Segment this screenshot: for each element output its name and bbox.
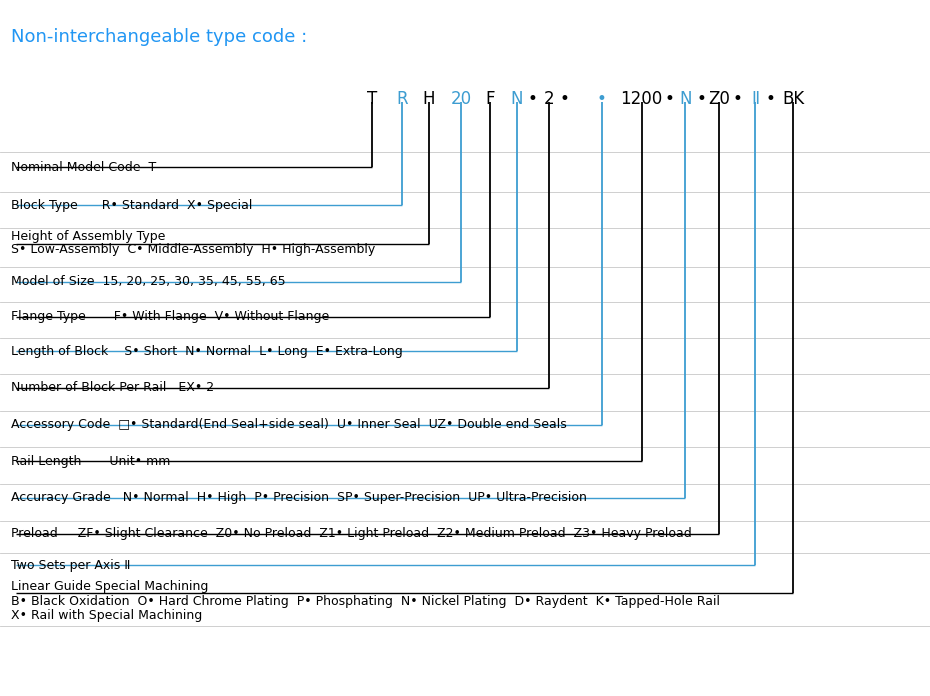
Text: Accuracy Grade   N• Normal  H• High  P• Precision  SP• Super-Precision  UP• Ultr: Accuracy Grade N• Normal H• High P• Prec… [11, 491, 587, 504]
Text: •: • [560, 90, 569, 108]
Text: 2: 2 [543, 90, 554, 108]
Text: Accessory Code  □• Standard(End Seal+side seal)  U• Inner Seal  UZ• Double end S: Accessory Code □• Standard(End Seal+side… [11, 418, 567, 431]
Text: •: • [697, 90, 706, 108]
Text: B• Black Oxidation  O• Hard Chrome Plating  P• Phosphating  N• Nickel Plating  D: B• Black Oxidation O• Hard Chrome Platin… [11, 595, 720, 608]
Text: Rail Length       Unit• mm: Rail Length Unit• mm [11, 455, 170, 468]
Text: F: F [485, 90, 495, 108]
Text: Model of Size  15, 20, 25, 30, 35, 45, 55, 65: Model of Size 15, 20, 25, 30, 35, 45, 55… [11, 276, 286, 288]
Text: T: T [366, 90, 378, 108]
Text: Two Sets per Axis Ⅱ: Two Sets per Axis Ⅱ [11, 559, 130, 571]
Text: Ⅱ: Ⅱ [751, 90, 759, 108]
Text: Height of Assembly Type: Height of Assembly Type [11, 230, 166, 243]
Text: •: • [765, 90, 775, 108]
Text: R: R [396, 90, 407, 108]
Text: •: • [528, 90, 538, 108]
Text: BK: BK [782, 90, 804, 108]
Text: Nominal Model Code  T: Nominal Model Code T [11, 161, 156, 173]
Text: N: N [679, 90, 692, 108]
Text: X• Rail with Special Machining: X• Rail with Special Machining [11, 610, 203, 622]
Text: Flange Type       F• With Flange  V• Without Flange: Flange Type F• With Flange V• Without Fl… [11, 310, 329, 323]
Text: S• Low-Assembly  C• Middle-Assembly  H• High-Assembly: S• Low-Assembly C• Middle-Assembly H• Hi… [11, 244, 376, 256]
Text: Preload     ZF• Slight Clearance  Z0• No Preload  Z1• Light Preload  Z2• Medium : Preload ZF• Slight Clearance Z0• No Prel… [11, 528, 692, 540]
Text: 1200: 1200 [620, 90, 663, 108]
Text: H: H [422, 90, 435, 108]
Text: 20: 20 [451, 90, 472, 108]
Text: Z0: Z0 [708, 90, 730, 108]
Text: Linear Guide Special Machining: Linear Guide Special Machining [11, 580, 208, 593]
Text: Block Type      R• Standard  X• Special: Block Type R• Standard X• Special [11, 199, 253, 212]
Text: Length of Block    S• Short  N• Normal  L• Long  E• Extra-Long: Length of Block S• Short N• Normal L• Lo… [11, 345, 403, 358]
Text: Non-interchangeable type code :: Non-interchangeable type code : [11, 28, 308, 46]
Text: •: • [665, 90, 674, 108]
Text: Number of Block Per Rail   EX• 2: Number of Block Per Rail EX• 2 [11, 381, 214, 394]
Text: N: N [511, 90, 524, 108]
Text: •: • [597, 90, 606, 108]
Text: •: • [733, 90, 742, 108]
